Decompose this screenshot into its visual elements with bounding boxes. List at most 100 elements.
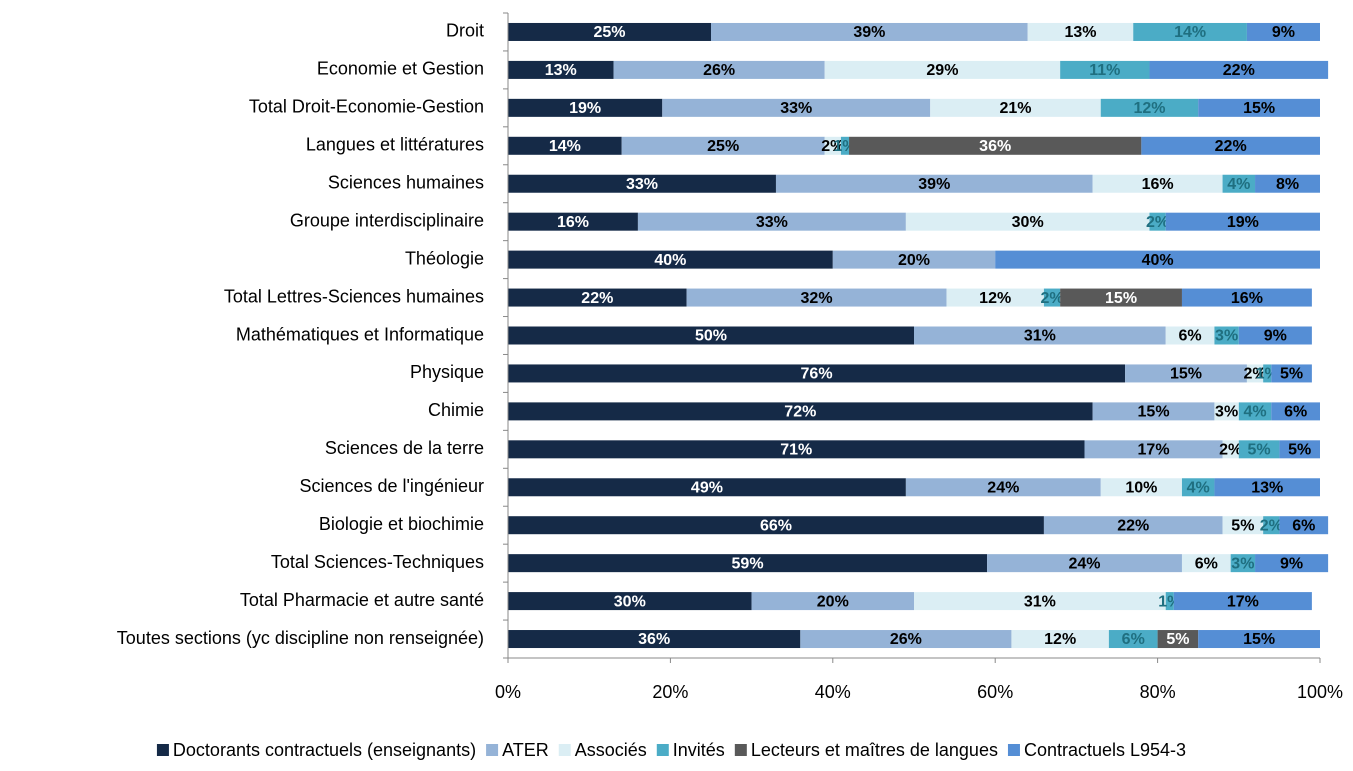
value-label: 15% xyxy=(1243,631,1275,648)
bar-segment xyxy=(840,136,850,155)
bar-segment xyxy=(1181,478,1215,497)
legend-swatch xyxy=(156,744,169,756)
bar-segment xyxy=(1100,98,1199,117)
value-label: 24% xyxy=(1069,555,1101,572)
bar-segment xyxy=(930,98,1101,117)
category-label: Chimie xyxy=(428,400,484,420)
bar-segment xyxy=(1181,288,1312,307)
legend-label: Doctorants contractuels (enseignants) xyxy=(173,740,476,760)
category-label: Total Pharmacie et autre santé xyxy=(240,590,484,610)
value-label: 12% xyxy=(1044,631,1076,648)
category-label: Toutes sections (yc discipline non rense… xyxy=(117,628,484,648)
value-label: 17% xyxy=(1138,442,1170,459)
legend-swatch xyxy=(656,744,669,756)
x-tick-label: 0% xyxy=(495,682,521,702)
legend-swatch xyxy=(558,744,571,756)
category-label: Sciences humaines xyxy=(328,172,484,192)
bar-segment xyxy=(621,136,825,155)
value-label: 12% xyxy=(979,290,1011,307)
bar-segment xyxy=(508,592,752,611)
category-label: Droit xyxy=(446,21,484,41)
bar-segment xyxy=(1263,364,1272,383)
value-label: 33% xyxy=(756,214,788,231)
legend-swatch xyxy=(1007,744,1020,756)
category-label: Mathématiques et Informatique xyxy=(236,324,484,344)
value-label: 39% xyxy=(853,24,885,41)
bar-segment xyxy=(1238,440,1280,459)
value-label: 8% xyxy=(1276,176,1299,193)
bar-segment xyxy=(686,288,947,307)
value-label: 4% xyxy=(1243,404,1266,421)
value-label: 9% xyxy=(1272,24,1295,41)
bar-segment xyxy=(508,554,988,573)
value-label: 15% xyxy=(1243,100,1275,117)
bar-segment xyxy=(1271,364,1312,383)
bar-segment xyxy=(1238,326,1312,345)
value-label: 10% xyxy=(1125,479,1157,496)
value-label: 5% xyxy=(1231,517,1254,534)
value-label: 71% xyxy=(780,442,812,459)
value-label: 6% xyxy=(1284,404,1307,421)
bar-segment xyxy=(1092,174,1223,193)
value-label: 2% xyxy=(1243,366,1266,383)
bar-segment xyxy=(508,98,663,117)
category-label: Total Sciences-Techniques xyxy=(271,552,484,572)
bar-segment xyxy=(1165,592,1174,611)
bar-segment xyxy=(1222,516,1264,535)
value-label: 40% xyxy=(1142,252,1174,269)
value-label: 39% xyxy=(918,176,950,193)
bar-segment xyxy=(508,402,1093,421)
bar-segment xyxy=(1198,98,1320,117)
bar-segment xyxy=(1181,554,1231,573)
category-label: Langues et littératures xyxy=(306,135,484,155)
value-label: 16% xyxy=(1231,290,1263,307)
bar-segment xyxy=(1255,174,1320,193)
bar-segment xyxy=(1271,402,1320,421)
value-label: 9% xyxy=(1264,328,1287,345)
value-label: 12% xyxy=(1133,100,1165,117)
bar-segment xyxy=(1238,402,1272,421)
bar-segment xyxy=(1060,60,1150,79)
value-label: 20% xyxy=(817,593,849,610)
bar-segment xyxy=(1125,364,1247,383)
legend-label: Invités xyxy=(673,740,725,760)
value-label: 2% xyxy=(1040,290,1063,307)
bar-segment xyxy=(832,250,996,269)
value-label: 3% xyxy=(1231,555,1254,572)
value-label: 26% xyxy=(703,62,735,79)
value-label: 16% xyxy=(557,214,589,231)
value-label: 25% xyxy=(707,138,739,155)
value-label: 15% xyxy=(1105,290,1137,307)
value-label: 72% xyxy=(784,404,816,421)
value-label: 13% xyxy=(545,62,577,79)
category-label: Biologie et biochimie xyxy=(319,514,484,534)
bar-segment xyxy=(662,98,931,117)
bar-segment xyxy=(1141,136,1320,155)
bar-segment xyxy=(1263,516,1280,535)
bar-segment xyxy=(1011,630,1109,649)
value-label: 3% xyxy=(1215,328,1238,345)
legend-label: ATER xyxy=(502,740,549,760)
x-tick-label: 40% xyxy=(815,682,851,702)
value-label: 49% xyxy=(691,479,723,496)
bar-segment xyxy=(1246,22,1320,41)
bar-segment xyxy=(1222,440,1239,459)
bar-segment xyxy=(1149,60,1329,79)
value-label: 6% xyxy=(1195,555,1218,572)
x-tick-label: 80% xyxy=(1140,682,1176,702)
legend-label: Associés xyxy=(575,740,647,760)
value-label: 14% xyxy=(1174,24,1206,41)
bar-segment xyxy=(1198,630,1320,649)
bar-segment xyxy=(946,288,1044,307)
bar-segment xyxy=(824,60,1061,79)
bar-segment xyxy=(824,136,841,155)
value-label: 22% xyxy=(1117,517,1149,534)
value-label: 59% xyxy=(732,555,764,572)
value-label: 26% xyxy=(890,631,922,648)
value-label: 9% xyxy=(1280,555,1303,572)
category-label: Total Lettres-Sciences humaines xyxy=(224,286,484,306)
value-label: 25% xyxy=(593,24,625,41)
bar-segment xyxy=(914,592,1166,611)
bar-segment xyxy=(1230,554,1256,573)
bar-segment xyxy=(800,630,1012,649)
